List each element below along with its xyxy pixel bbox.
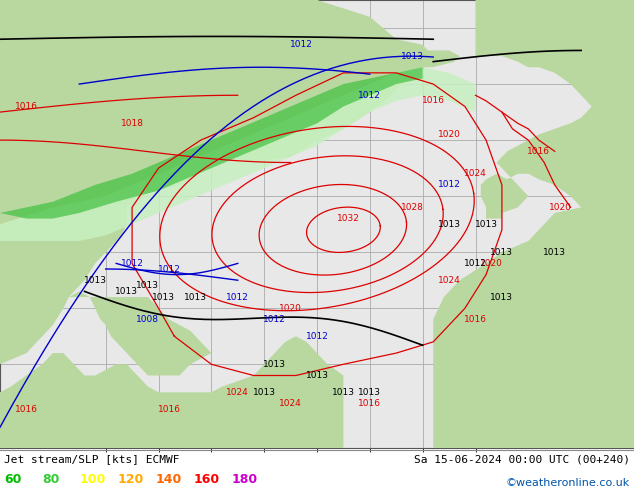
Text: 180: 180 [232,473,258,486]
Polygon shape [0,0,433,364]
Text: 1018: 1018 [120,119,143,128]
Text: 1024: 1024 [464,169,487,178]
Text: 1012: 1012 [306,332,328,341]
Text: 1013: 1013 [84,276,107,285]
Text: 1028: 1028 [401,203,424,212]
Text: 1012: 1012 [226,293,249,301]
Polygon shape [0,336,344,448]
Text: 1016: 1016 [158,405,181,414]
Text: 1013: 1013 [332,388,355,397]
Text: 1020: 1020 [548,203,571,212]
Text: 1013: 1013 [491,248,514,257]
Polygon shape [53,292,211,375]
Text: 1016: 1016 [15,102,38,111]
Text: 1013: 1013 [253,388,276,397]
Text: 1013: 1013 [358,388,381,397]
Text: 1016: 1016 [527,147,550,156]
Text: 1024: 1024 [226,388,249,397]
Polygon shape [391,50,460,67]
Text: 80: 80 [42,473,60,486]
Text: 1013: 1013 [263,360,286,369]
Text: 1013: 1013 [136,281,159,290]
Text: 1020: 1020 [480,259,503,268]
Text: 1024: 1024 [437,276,460,285]
Text: 1016: 1016 [464,315,487,324]
Text: 60: 60 [4,473,22,486]
Text: 1012: 1012 [263,315,286,324]
Polygon shape [238,0,396,56]
Text: 1016: 1016 [358,399,381,408]
Text: 1020: 1020 [279,304,302,313]
Text: 1012: 1012 [464,259,487,268]
Text: 1020: 1020 [437,130,460,139]
Text: 1012: 1012 [290,40,313,49]
Text: 1013: 1013 [543,248,566,257]
Text: 1013: 1013 [184,293,207,301]
Text: ©weatheronline.co.uk: ©weatheronline.co.uk [506,478,630,488]
Text: 1013: 1013 [306,371,328,380]
Text: 1013: 1013 [437,220,460,229]
Text: 160: 160 [194,473,220,486]
Text: 1012: 1012 [120,259,143,268]
Text: 1013: 1013 [401,51,424,61]
Text: 140: 140 [156,473,182,486]
Text: 1013: 1013 [475,220,498,229]
Polygon shape [0,67,476,241]
Text: 100: 100 [80,473,107,486]
Text: 1013: 1013 [152,293,175,301]
Text: 1032: 1032 [337,214,360,223]
Text: 1012: 1012 [437,180,460,190]
Polygon shape [0,67,423,219]
Text: 1016: 1016 [422,97,444,105]
Text: 1012: 1012 [158,265,181,273]
Polygon shape [476,0,634,224]
Text: 1008: 1008 [136,315,159,324]
Text: 1013: 1013 [491,293,514,301]
Text: 120: 120 [118,473,145,486]
Polygon shape [433,207,634,448]
Text: 1012: 1012 [358,91,381,100]
Text: 1016: 1016 [15,405,38,414]
Text: 1013: 1013 [115,287,138,296]
Text: Sa 15-06-2024 00:00 UTC (00+240): Sa 15-06-2024 00:00 UTC (00+240) [414,454,630,465]
Text: Jet stream/SLP [kts] ECMWF: Jet stream/SLP [kts] ECMWF [4,454,179,465]
Text: 1024: 1024 [279,399,302,408]
